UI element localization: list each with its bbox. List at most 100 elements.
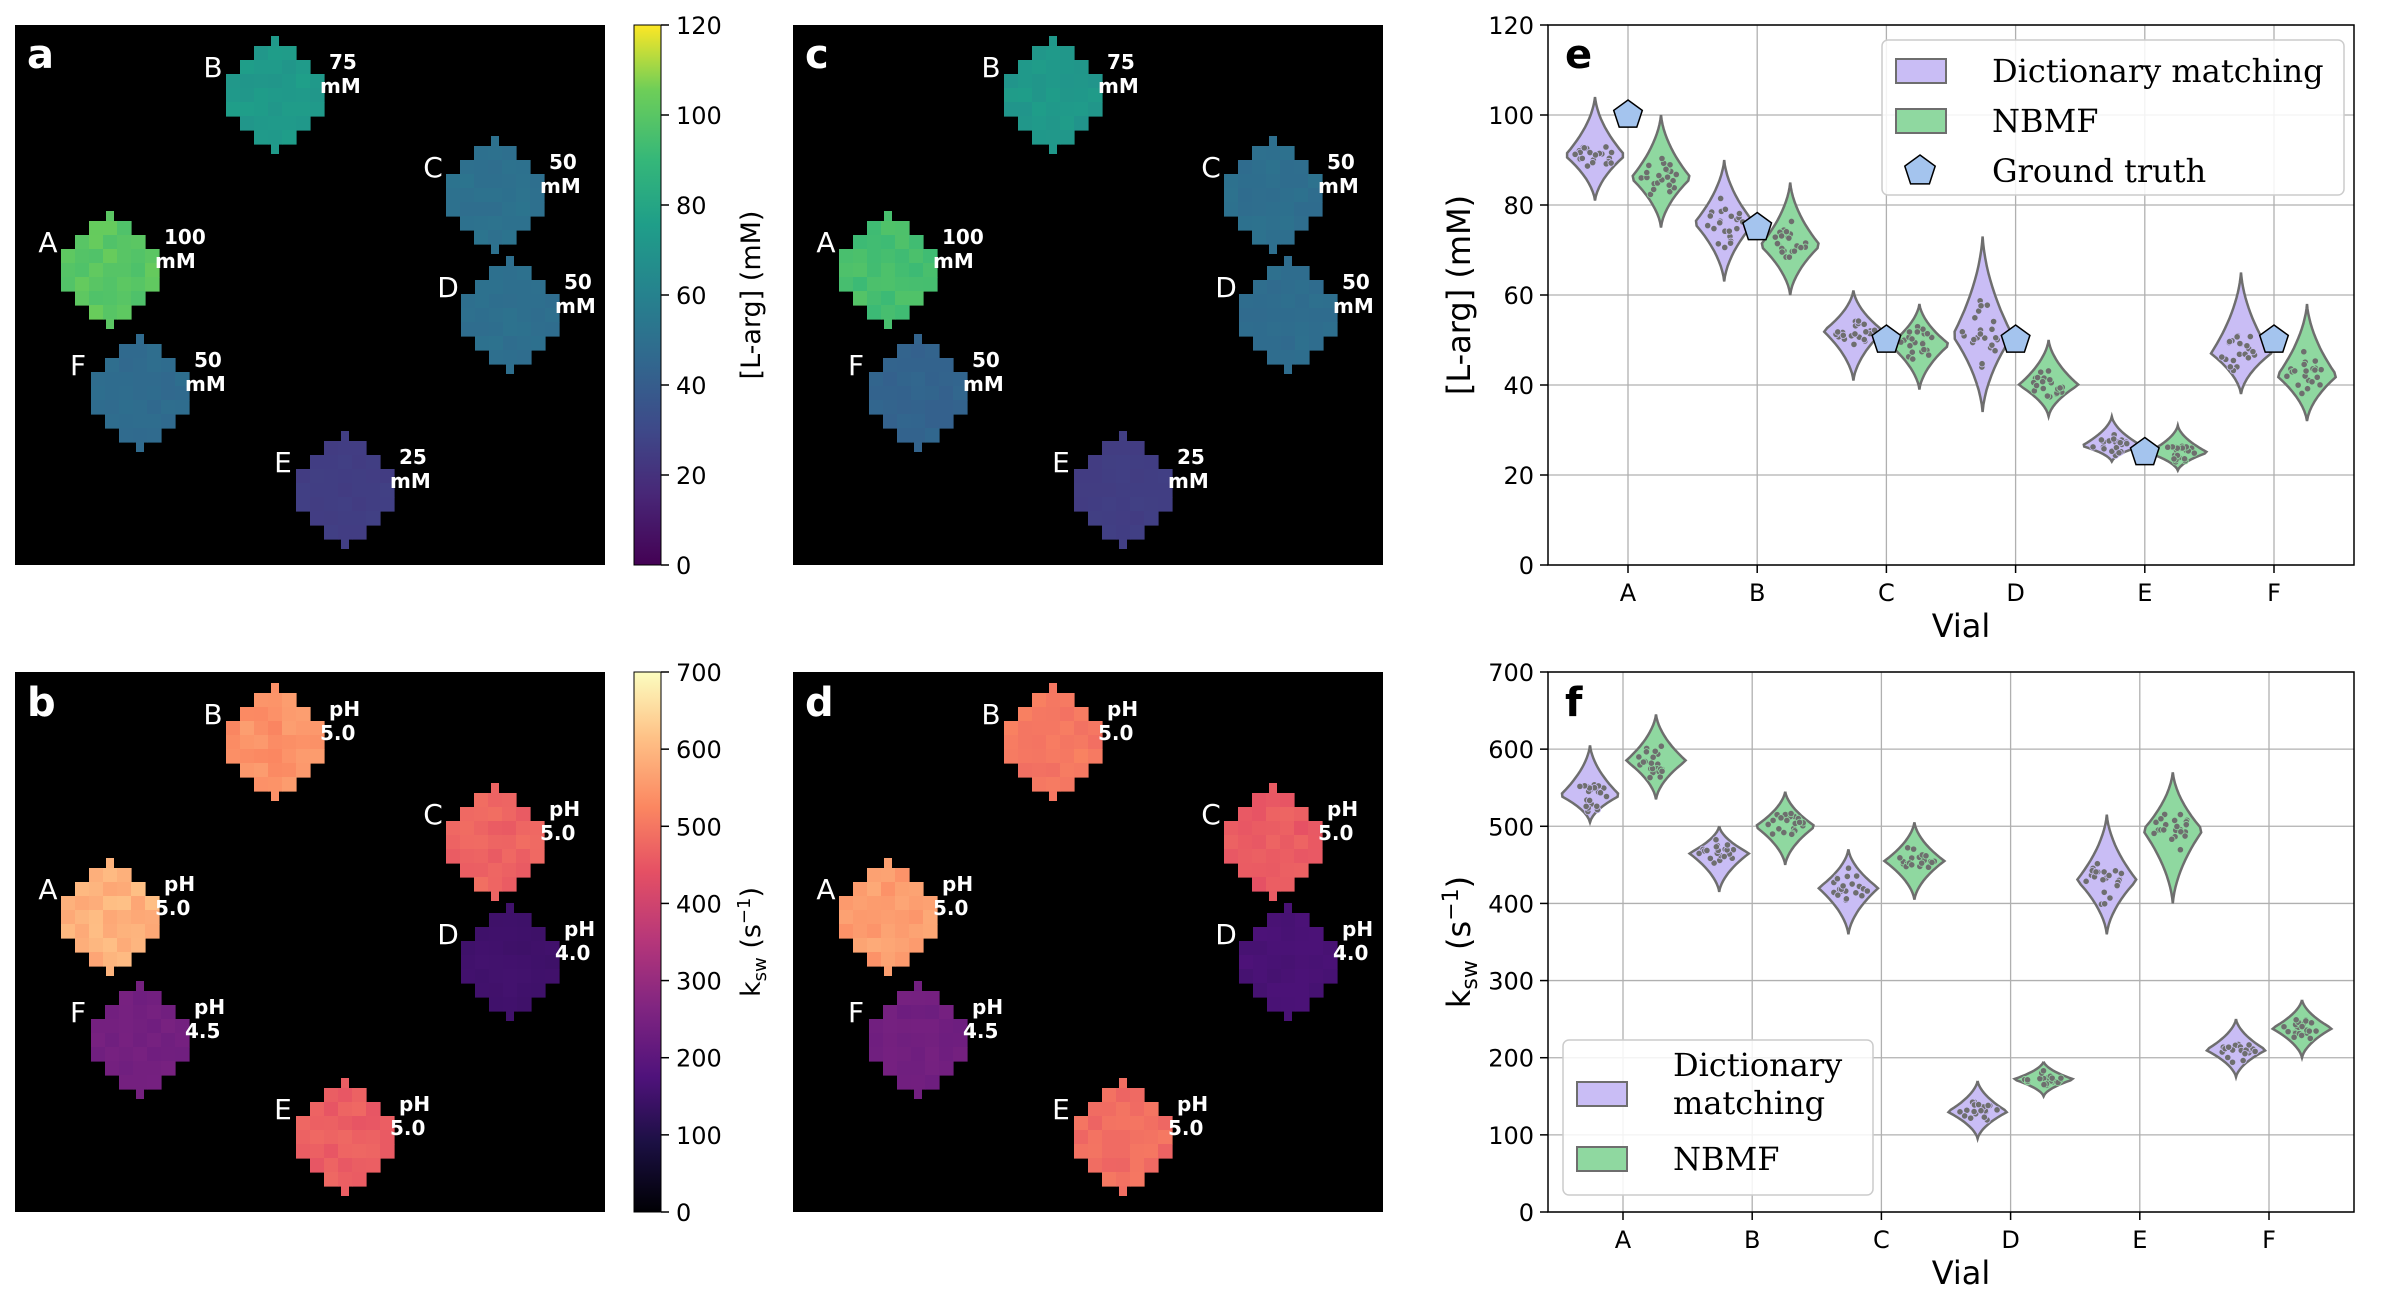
- ground-truth-layer: [1612, 99, 2290, 466]
- vial-pixel: [1252, 146, 1267, 161]
- violin-a-nbmf: [1624, 714, 1688, 800]
- vial-pixel: [911, 1061, 926, 1076]
- vial-pixel: [296, 1130, 311, 1145]
- vial-pixel: [502, 821, 517, 836]
- vial-pixel: [89, 868, 104, 883]
- vial-annotation: pH 5.0: [390, 1092, 430, 1140]
- vial-pixel: [133, 414, 148, 429]
- vial-pixel: [254, 88, 269, 103]
- swarm-point: [1646, 190, 1655, 198]
- vial-c: C 50 mM: [1201, 136, 1359, 254]
- vial-pixel: [324, 441, 339, 456]
- vial-pixel: [488, 849, 503, 864]
- vial-pixel: [1074, 116, 1089, 131]
- swarm-point: [2173, 822, 2181, 831]
- vial-pixel: [324, 469, 339, 484]
- vial-pixel: [226, 74, 241, 89]
- swarm-point: [1844, 864, 1853, 872]
- vial-pixel: [338, 1130, 353, 1145]
- vial-pixel: [324, 1172, 339, 1187]
- vial-pixel: [1116, 1130, 1131, 1145]
- vial-pixel: [545, 969, 560, 984]
- swarm-point: [1663, 173, 1672, 181]
- vial-pixel: [240, 74, 255, 89]
- legend-swatch: [1895, 108, 1947, 134]
- vial-pixel: [282, 46, 297, 61]
- vial-pixel: [474, 230, 489, 245]
- violin-a-dm: [1560, 745, 1620, 827]
- vial-pixel: [1018, 60, 1033, 75]
- vial-pixel: [1032, 102, 1047, 117]
- swarm-point: [1976, 330, 1984, 338]
- x-tick-label: E: [2132, 1226, 2147, 1254]
- vial-pixel: [853, 277, 868, 292]
- vial-pixel: [226, 102, 241, 117]
- vial-pixel: [75, 882, 90, 897]
- vial-pixel: [488, 807, 503, 822]
- swarm-point: [1854, 317, 1863, 325]
- vial-pixel: [352, 525, 367, 540]
- vial-letter: C: [1201, 151, 1221, 184]
- y-tick-label: 500: [1488, 813, 1534, 841]
- vial-pixel: [254, 693, 269, 708]
- swarm-point: [1908, 335, 1916, 343]
- swarm-point: [2224, 1053, 2232, 1062]
- vial-pixel: [61, 249, 76, 264]
- vial-pixel: [884, 319, 892, 329]
- vial-pixel: [914, 334, 922, 344]
- vial-pixel: [925, 386, 940, 401]
- vial-pixel: [502, 188, 517, 203]
- legend-swatch: [1895, 58, 1947, 84]
- vial-pixel: [531, 336, 546, 351]
- vial-pixel: [106, 966, 114, 976]
- swarm-point: [2043, 392, 2052, 400]
- vial-pixel: [1309, 308, 1324, 323]
- vial-pixel: [1060, 88, 1075, 103]
- y-tick-label: 80: [1503, 192, 1534, 220]
- swarm-point: [2093, 860, 2101, 868]
- vial-pixel: [489, 983, 504, 998]
- swarm-point: [2303, 385, 2312, 393]
- swarm-point: [2226, 363, 2234, 371]
- vial-pixel: [1309, 322, 1324, 337]
- swarm-point: [1658, 767, 1666, 775]
- vial-pixel: [105, 372, 120, 387]
- vial-pixel: [1238, 849, 1253, 864]
- vial-pixel: [488, 160, 503, 175]
- colorbar-label: [L-arg] (mM): [736, 211, 767, 380]
- vial-pixel: [1074, 74, 1089, 89]
- vial-pixel: [1004, 721, 1019, 736]
- violin-f-nbmf: [2276, 303, 2338, 422]
- vial-pixel: [1294, 849, 1309, 864]
- vial-pixel: [296, 497, 311, 512]
- vial-pixel: [147, 1019, 162, 1034]
- vial-pixel: [1280, 230, 1295, 245]
- violin-e-nbmf: [2147, 420, 2209, 474]
- swarm-point: [2283, 372, 2291, 380]
- swarm-point: [1723, 841, 1732, 849]
- vial-pixel: [475, 969, 490, 984]
- vial-pixel: [1281, 308, 1296, 323]
- vial-pixel: [254, 46, 269, 61]
- swarm-point: [2249, 348, 2257, 356]
- swarm-point: [1853, 872, 1861, 880]
- vial-pixel: [175, 1033, 190, 1048]
- vial-annotation: 50 mM: [540, 150, 581, 198]
- vial-pixel: [1238, 188, 1253, 203]
- vial-pixel: [1088, 1130, 1103, 1145]
- vial-pixel: [117, 882, 132, 897]
- vial-pixel: [324, 1144, 339, 1159]
- legend-box: [1562, 1039, 1874, 1196]
- swarm-point: [1710, 224, 1718, 233]
- vial-pixel: [254, 60, 269, 75]
- vial-pixel: [1294, 202, 1309, 217]
- vial-pixel: [75, 938, 90, 953]
- vial-pixel: [446, 188, 461, 203]
- vial-pixel: [867, 235, 882, 250]
- vial-pixel: [380, 1144, 395, 1159]
- vial-pixel: [1266, 807, 1281, 822]
- vial-pixel: [909, 235, 924, 250]
- vial-pixel: [502, 877, 517, 892]
- swarm-point: [1778, 248, 1786, 256]
- vial-pixel: [1088, 102, 1103, 117]
